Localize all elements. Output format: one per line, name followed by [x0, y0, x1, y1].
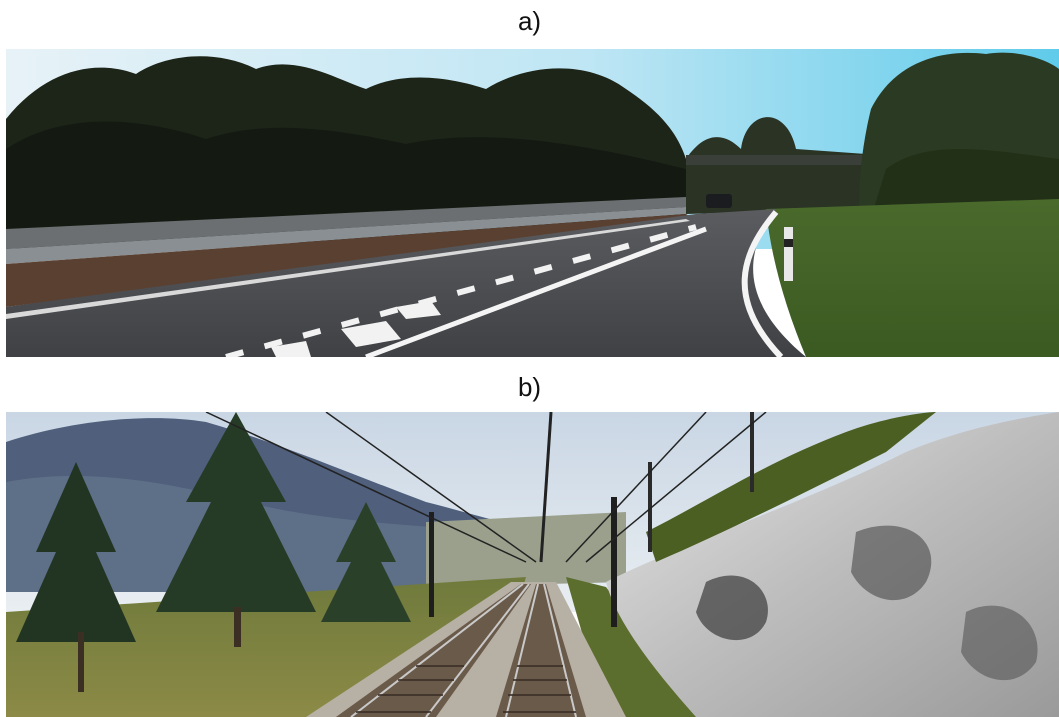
- railway-scene-image: [6, 412, 1059, 717]
- railway-scene-illustration: [6, 412, 1059, 717]
- panel-b-label: b): [517, 372, 542, 402]
- road-scene-illustration: [6, 49, 1059, 357]
- panel-a-label: a): [517, 6, 542, 36]
- road-scene-image: [6, 49, 1059, 357]
